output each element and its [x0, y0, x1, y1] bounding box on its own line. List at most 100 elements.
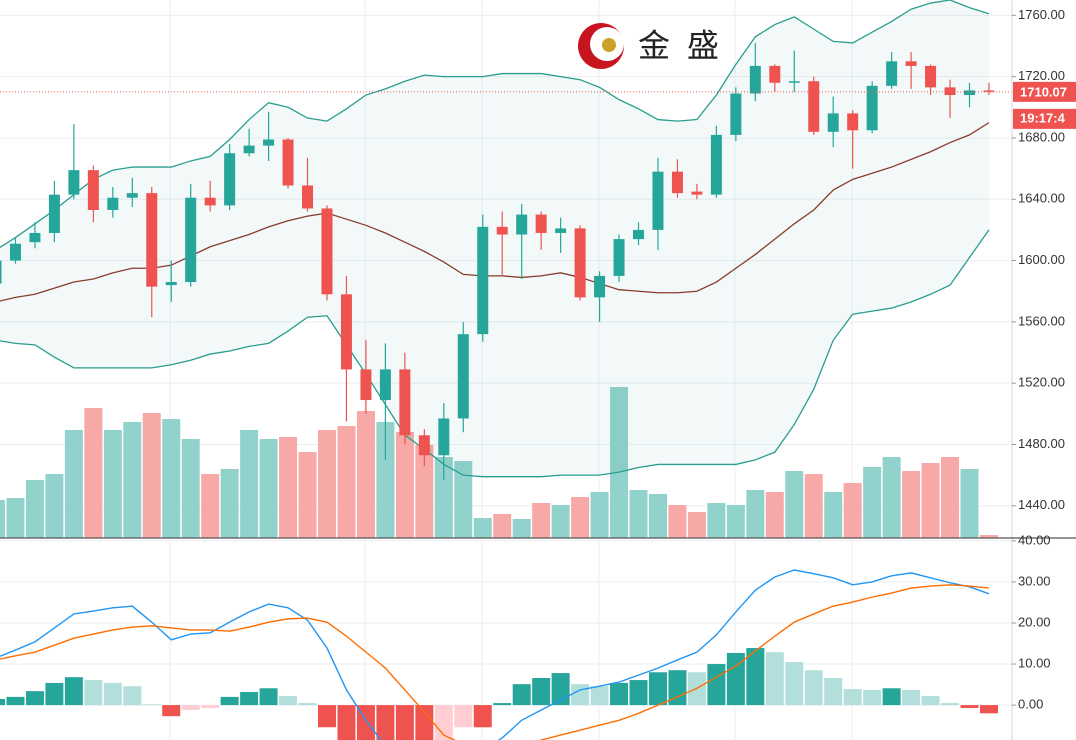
candle-body — [594, 275, 606, 298]
macd-bar — [84, 680, 103, 706]
candle-body — [263, 139, 275, 146]
candle-body — [48, 194, 60, 233]
candle-body — [788, 81, 800, 83]
volume-bar — [960, 469, 979, 538]
candle-body — [827, 113, 839, 132]
logo-text: 金 盛 — [638, 27, 723, 63]
volume-bar — [707, 503, 726, 538]
volume-bar — [843, 483, 862, 538]
macd-bar — [317, 705, 336, 728]
candle-body — [438, 418, 450, 456]
macd-bar — [882, 688, 901, 706]
macd-bar — [902, 689, 921, 706]
y-tick-label: 1560.00 — [1018, 313, 1065, 328]
candle-body — [87, 170, 99, 210]
y-tick-label: 0.00 — [1018, 697, 1043, 712]
volume-bar — [25, 480, 44, 538]
price-tag-label: 1710.07 — [1020, 84, 1067, 99]
macd-bar — [648, 672, 667, 706]
bollinger — [0, 0, 990, 478]
volume-bar — [668, 505, 687, 538]
candle-body — [399, 369, 411, 436]
macd-bar — [765, 652, 784, 706]
volume-bar — [921, 463, 940, 538]
macd-bar — [162, 705, 181, 717]
price-tag-box — [1013, 81, 1076, 102]
candle-body — [749, 65, 761, 94]
candle-body — [360, 369, 372, 401]
candle-body — [224, 153, 236, 206]
macd-bar — [960, 705, 979, 708]
candle-body — [535, 214, 547, 233]
macd-bar — [863, 689, 882, 706]
macd-bar — [415, 705, 434, 740]
volume-bar — [473, 518, 492, 538]
volume-bar — [882, 457, 901, 538]
macd-bar — [843, 689, 862, 706]
macd-bar — [921, 696, 940, 706]
y-tick-label: 1720.00 — [1018, 68, 1065, 83]
volume-bar — [648, 494, 667, 538]
middle-band — [0, 122, 990, 302]
candle-body — [769, 65, 781, 83]
volume-bar — [259, 439, 278, 538]
candle-body — [925, 65, 937, 88]
upper-band — [0, 0, 990, 249]
y-tick-label: 10.00 — [1018, 655, 1051, 670]
candle-body — [710, 134, 722, 195]
macd-bar — [571, 684, 590, 706]
candle-body — [302, 185, 314, 209]
macd-bar — [707, 664, 726, 706]
volume-bar — [979, 535, 998, 538]
macd-bar — [337, 705, 356, 740]
y-tick-label: 1480.00 — [1018, 436, 1065, 451]
y-tick-label: 1600.00 — [1018, 252, 1065, 267]
volume-bar — [863, 467, 882, 538]
volume-bar — [590, 492, 609, 538]
macd-bar — [590, 686, 609, 706]
y-tick-label: 1640.00 — [1018, 191, 1065, 206]
candle-body — [847, 113, 859, 131]
volume-bar — [804, 474, 823, 538]
macd-bar — [824, 678, 843, 706]
dea-line — [0, 584, 990, 740]
volume-bar — [220, 469, 239, 538]
y-tick-label: 1760.00 — [1018, 7, 1065, 22]
macd-bar — [240, 691, 259, 706]
candle-body — [555, 228, 567, 233]
dif-line — [0, 569, 990, 740]
volume-bar — [376, 422, 395, 538]
time-tag-box — [1013, 108, 1076, 129]
volume-bar — [726, 505, 745, 538]
macd-bar — [64, 677, 83, 706]
macd-bar — [103, 682, 122, 706]
macd-bar — [0, 698, 5, 706]
candle-body — [165, 282, 177, 286]
candle-body — [379, 369, 391, 401]
y-tick-label: 20.00 — [1018, 614, 1051, 629]
candle-body — [9, 243, 21, 261]
candle-body — [321, 208, 333, 295]
volume-bar — [279, 437, 298, 538]
candle-body — [185, 197, 197, 283]
macd-bar — [181, 705, 200, 711]
candle-body — [633, 229, 645, 240]
macd-bar — [142, 704, 161, 706]
volume-bar — [571, 497, 590, 538]
candle-body — [730, 93, 742, 135]
candle-body — [204, 197, 216, 206]
macd-bar — [259, 688, 278, 706]
candle-body — [146, 193, 158, 287]
volume-bar — [493, 514, 512, 538]
candle-body — [671, 171, 683, 194]
candle-body — [691, 191, 703, 195]
volume-bar — [551, 505, 570, 538]
candle-body — [574, 228, 586, 298]
y-tick-label: 40.00 — [1018, 532, 1051, 547]
volume-bar — [687, 512, 706, 538]
volume — [0, 387, 998, 538]
volume-bar — [454, 461, 473, 538]
volume-bar — [785, 471, 804, 538]
